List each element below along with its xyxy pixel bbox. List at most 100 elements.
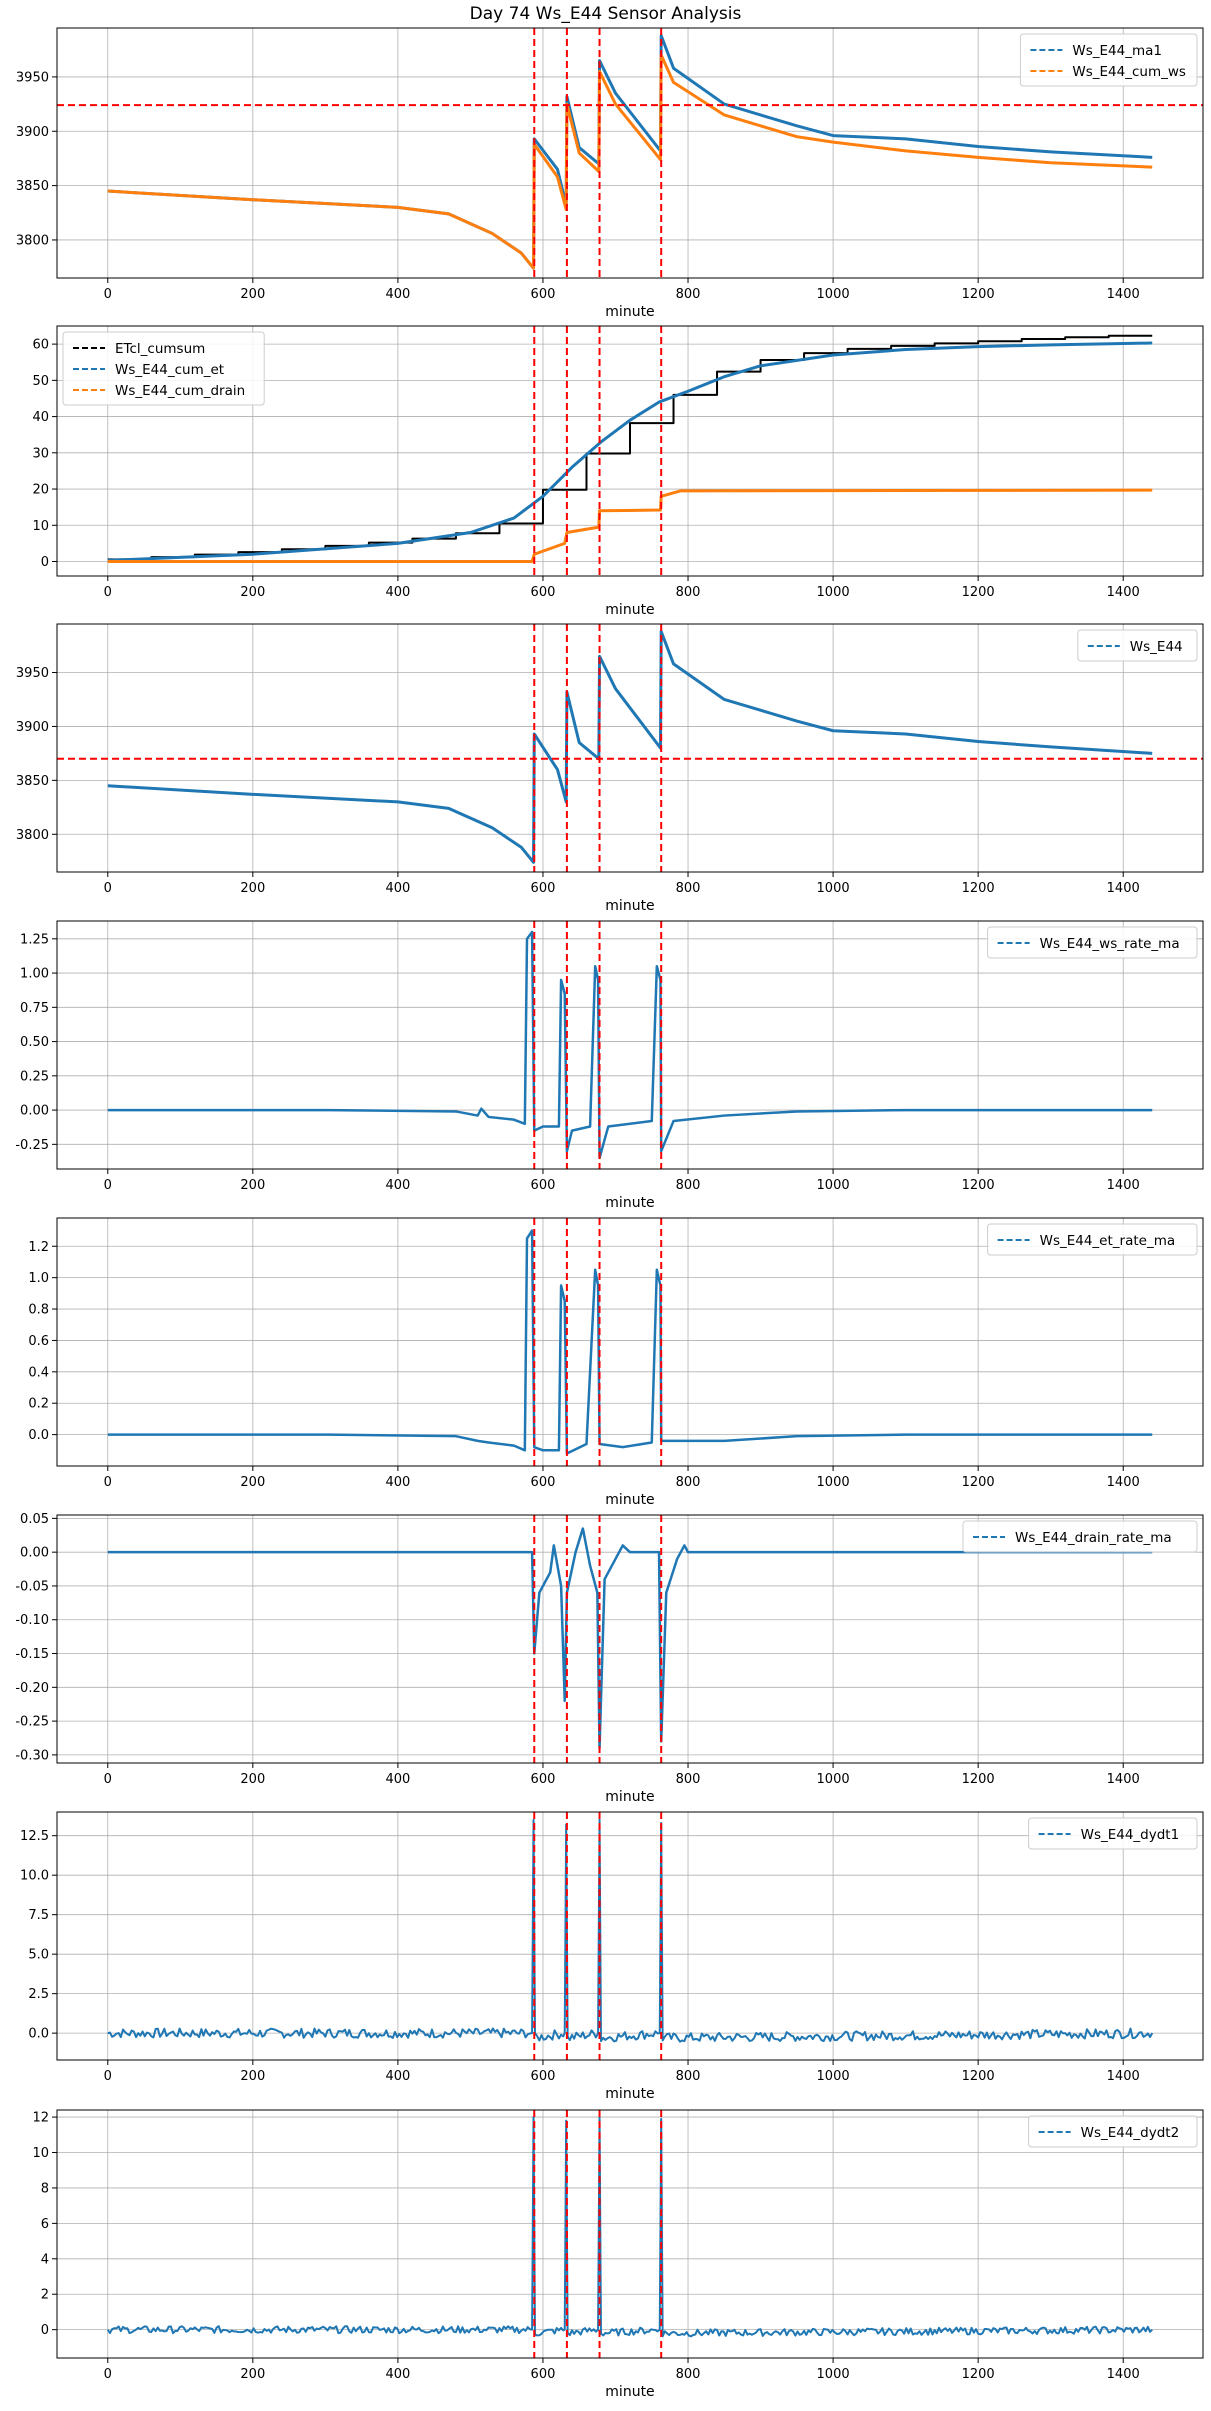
x-tick-label: 1000 — [817, 585, 850, 600]
y-tick-label: -0.25 — [15, 1138, 49, 1153]
x-tick-label: 800 — [676, 2367, 701, 2382]
x-tick-label: 1200 — [962, 1178, 995, 1193]
series-line-Ws_E44_dydt2 — [106, 2116, 1153, 2338]
legend: Ws_E44 — [1077, 629, 1198, 662]
legend-label: Ws_E44_cum_drain — [115, 383, 245, 399]
x-tick-label: 1400 — [1107, 287, 1140, 302]
x-tick-label: 200 — [240, 2367, 265, 2382]
y-tick-label: 3900 — [16, 125, 49, 140]
y-tick-label: 0.05 — [20, 1512, 49, 1527]
subplot-3: 0 200 400 600 800 1000 1200 1400 3800 3850 3900 395… — [16, 623, 1204, 914]
x-tick-label: 200 — [240, 1178, 265, 1193]
x-tick-label: 1000 — [817, 1772, 850, 1787]
plot-area — [107, 1812, 1154, 2060]
x-tick-label: 200 — [240, 881, 265, 896]
legend: Ws_E44_dydt2 — [1028, 2115, 1198, 2148]
y-tick-label: 0.6 — [28, 1334, 49, 1349]
y-tick-label: 5.0 — [28, 1948, 49, 1963]
plot-area — [57, 28, 1203, 278]
series-line-Ws_E44_cum_et — [107, 341, 1153, 562]
x-axis-label: minute — [605, 2086, 654, 2102]
x-tick-label: 800 — [676, 2069, 701, 2084]
y-tick-label: 0.00 — [20, 1104, 49, 1119]
figure-title: Day 74 Ws_E44 Sensor Analysis — [469, 4, 742, 24]
y-tick-label: 10.0 — [20, 1869, 49, 1884]
axes-frame — [56, 1811, 1204, 2061]
x-tick-label: 1000 — [817, 287, 850, 302]
y-tick-label: 60 — [32, 338, 49, 353]
series-line-Ws_E44_ma1 — [107, 34, 1153, 270]
x-axis-label: minute — [605, 304, 654, 320]
axes-frame — [56, 623, 1204, 873]
x-axis-label: minute — [605, 602, 654, 618]
y-tick-label: 8 — [41, 2181, 49, 2196]
plot-area — [106, 2110, 1153, 2358]
subplot-6: 0 200 400 600 800 1000 1200 1400 -0.30 -0.25 -0.20… — [15, 1512, 1204, 1805]
legend-label: Ws_E44_dydt1 — [1081, 1827, 1180, 1843]
x-tick-label: 200 — [240, 2069, 265, 2084]
axes-frame — [56, 920, 1204, 1170]
legend-box — [62, 331, 265, 406]
x-tick-label: 200 — [240, 1772, 265, 1787]
x-tick-label: 0 — [104, 585, 112, 600]
x-tick-label: 1400 — [1107, 1475, 1140, 1490]
x-tick-label: 0 — [104, 1772, 112, 1787]
y-tick-label: 3900 — [16, 720, 49, 735]
y-tick-label: 0.4 — [28, 1365, 49, 1380]
x-tick-label: 1000 — [817, 2069, 850, 2084]
y-tick-label: 10 — [32, 2146, 49, 2161]
x-tick-label: 600 — [531, 881, 556, 896]
x-tick-label: 1200 — [962, 2367, 995, 2382]
y-tick-label: 40 — [32, 410, 49, 425]
y-tick-label: 0.8 — [28, 1303, 49, 1318]
x-tick-label: 1400 — [1107, 2367, 1140, 2382]
y-tick-label: 2.5 — [28, 1987, 49, 2002]
x-tick-label: 1200 — [962, 1475, 995, 1490]
x-axis-label: minute — [605, 1492, 654, 1508]
legend: Ws_E44_et_rate_ma — [987, 1223, 1198, 1256]
x-tick-label: 400 — [385, 287, 410, 302]
y-tick-label: 3950 — [16, 666, 49, 681]
y-tick-label: 0.2 — [28, 1397, 49, 1412]
x-axis-label: minute — [605, 898, 654, 914]
x-tick-label: 400 — [385, 1772, 410, 1787]
subplot-4: 0 200 400 600 800 1000 1200 1400 -0.25 0.00 0.25 0.… — [15, 920, 1204, 1211]
x-axis-label: minute — [605, 2384, 654, 2400]
y-tick-label: 7.5 — [28, 1908, 49, 1923]
y-tick-label: -0.30 — [15, 1748, 49, 1763]
legend: Ws_E44_ws_rate_ma — [987, 926, 1198, 959]
subplot-2: 0 200 400 600 800 1000 1200 1400 0 10 20 30 40 50 60 mi… — [32, 325, 1204, 618]
y-tick-label: 0.0 — [28, 2027, 49, 2042]
x-tick-label: 0 — [104, 1475, 112, 1490]
x-tick-label: 0 — [104, 1178, 112, 1193]
y-tick-label: -0.20 — [15, 1681, 49, 1696]
plot-area — [107, 1218, 1153, 1466]
x-tick-label: 1000 — [817, 2367, 850, 2382]
x-tick-label: 0 — [104, 2367, 112, 2382]
y-tick-label: 3800 — [16, 233, 49, 248]
x-tick-label: 1200 — [962, 1772, 995, 1787]
y-tick-label: 20 — [32, 483, 49, 498]
y-tick-label: 0.00 — [20, 1546, 49, 1561]
y-tick-label: 1.25 — [20, 932, 49, 947]
legend-label: Ws_E44_cum_et — [115, 362, 224, 378]
y-tick-label: 3950 — [16, 70, 49, 85]
y-tick-label: 0 — [41, 2323, 49, 2338]
x-tick-label: 400 — [385, 2069, 410, 2084]
legend: Ws_E44_dydt1 — [1028, 1817, 1198, 1850]
y-tick-label: 4 — [41, 2252, 49, 2267]
y-tick-label: -0.25 — [15, 1715, 49, 1730]
x-tick-label: 600 — [531, 2069, 556, 2084]
y-tick-label: 1.0 — [28, 1271, 49, 1286]
axes-frame — [56, 2109, 1204, 2359]
y-tick-label: 2 — [41, 2288, 49, 2303]
subplot-1: 0 200 400 600 800 1000 1200 1400 3800 3850 3900 395… — [16, 27, 1204, 320]
x-tick-label: 1400 — [1107, 881, 1140, 896]
y-tick-label: -0.15 — [15, 1647, 49, 1662]
x-tick-label: 200 — [240, 1475, 265, 1490]
x-axis-label: minute — [605, 1195, 654, 1211]
x-tick-label: 1200 — [962, 585, 995, 600]
series-line-Ws_E44_ws_rate_ma — [107, 930, 1153, 1160]
x-tick-label: 1000 — [817, 1178, 850, 1193]
x-tick-label: 0 — [104, 287, 112, 302]
